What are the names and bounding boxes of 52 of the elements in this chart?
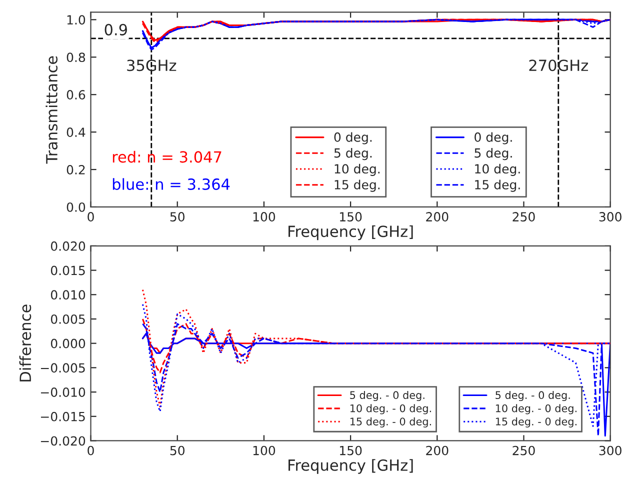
y-axis-title: Difference	[19, 304, 32, 382]
legend-label: 15 deg.	[475, 180, 520, 192]
ref-line-label: 270GHz	[529, 60, 588, 72]
x-tick-label: 50	[170, 446, 184, 456]
y-tick-label: 1.0	[67, 15, 86, 25]
legend-label: 10 deg. - 0 deg.	[350, 404, 431, 414]
y-tick-label: −0.010	[40, 388, 86, 397]
y-tick-label: −0.005	[40, 363, 85, 373]
y-tick-label: 0.6	[66, 90, 86, 100]
y-tick-label: −0.015	[40, 412, 85, 422]
legend-label: 5 deg. - 0 deg.	[496, 390, 570, 402]
annotation: blue: n = 3.364	[112, 178, 230, 190]
legend-label: 0 deg.	[474, 132, 512, 144]
legend-label: 15 deg. - 0 deg.	[350, 417, 431, 428]
y-tick-label: 0.010	[50, 290, 86, 300]
y-tick-label: 0.4	[66, 128, 86, 137]
legend-label: 10 deg.	[475, 164, 520, 176]
legend-label: 5 deg.	[334, 148, 372, 160]
legend-label: 10 deg. - 0 deg.	[496, 404, 576, 414]
legend-label: 5 deg. - 0 deg.	[350, 390, 424, 402]
legend-label: 15 deg. - 0 deg.	[496, 417, 576, 428]
y-tick-label: 0.020	[50, 241, 86, 251]
x-tick-label: 50	[170, 212, 184, 222]
x-tick-label: 200	[426, 212, 448, 222]
x-tick-label: 0	[88, 212, 94, 222]
y-tick-label: 0.005	[50, 314, 85, 324]
y-tick-label: 0.2	[66, 164, 85, 174]
x-tick-label: 300	[599, 446, 622, 456]
legend-label: 5 deg.	[474, 148, 512, 160]
legend-label: 0 deg.	[334, 132, 372, 144]
x-tick-label: 250	[512, 212, 535, 222]
y-axis-title: Transmittance	[46, 56, 58, 164]
y-tick-label: 0.000	[50, 338, 86, 348]
y-tick-label: 0.8	[66, 52, 86, 62]
x-tick-label: 250	[512, 446, 535, 456]
ref-line-label: 0.9	[104, 24, 127, 36]
legend-label: 15 deg.	[334, 180, 380, 192]
y-tick-label: 0.0	[66, 202, 86, 212]
y-tick-label: −0.020	[40, 436, 86, 446]
x-tick-label: 100	[253, 212, 276, 222]
x-tick-label: 150	[340, 446, 362, 456]
ref-line-label: 35GHz	[127, 60, 176, 72]
annotation: red: n = 3.047	[112, 150, 222, 163]
legend-label: 10 deg.	[334, 164, 380, 176]
x-tick-label: 100	[253, 446, 276, 456]
x-tick-label: 150	[340, 212, 362, 222]
x-tick-label: 0	[88, 446, 94, 456]
x-axis-title: Frequency [GHz]	[288, 225, 413, 240]
x-axis-title: Frequency [GHz]	[288, 459, 413, 474]
y-tick-label: 0.015	[50, 266, 85, 276]
x-tick-label: 300	[599, 212, 622, 222]
x-tick-label: 200	[426, 446, 448, 456]
